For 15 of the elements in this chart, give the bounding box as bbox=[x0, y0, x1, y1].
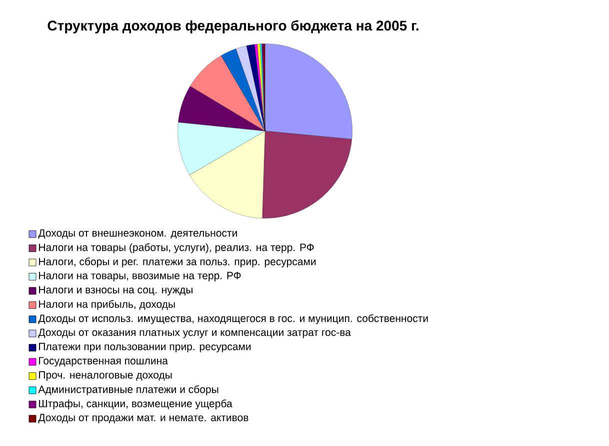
legend-label: Доходы от оказания платных услуг и компенсации затрат гос-ва bbox=[38, 328, 351, 338]
legend-label: Доходы от продажи мат. и немате. активов bbox=[38, 414, 248, 424]
legend-label: Налоги на товары, ввозимые на терр. РФ bbox=[39, 272, 241, 282]
legend-label: Платежи при пользовании прир. ресурсами bbox=[39, 342, 251, 352]
legend-label: Налоги, сборы и рег. платежи за польз. прир. ресурсами bbox=[39, 257, 316, 268]
legend-label: Государственная пошлина bbox=[39, 357, 168, 366]
legend-label: Налоги на товары (работы, услуги), реализ. на терр. РФ bbox=[39, 243, 314, 254]
legend-label: Доходы от использ. имущества, находящегося в гос. и муницип. собственности bbox=[38, 314, 428, 324]
chart-title: Структура доходов федерального бюджета на 2005 г. bbox=[48, 20, 418, 34]
legend-label: Налоги на прибыль, доходы bbox=[39, 300, 175, 310]
legend-label: Административные платежи и сборы bbox=[38, 385, 218, 396]
legend-label: Налоги и взносы на соц. нужды bbox=[39, 286, 192, 296]
legend-label: Штрафы, санкции, возмещение ущерба bbox=[39, 399, 232, 410]
legend-label: Доходы от внешнеэконом. деятельности bbox=[38, 229, 237, 239]
legend-label: Проч. неналоговые доходы bbox=[39, 371, 172, 381]
